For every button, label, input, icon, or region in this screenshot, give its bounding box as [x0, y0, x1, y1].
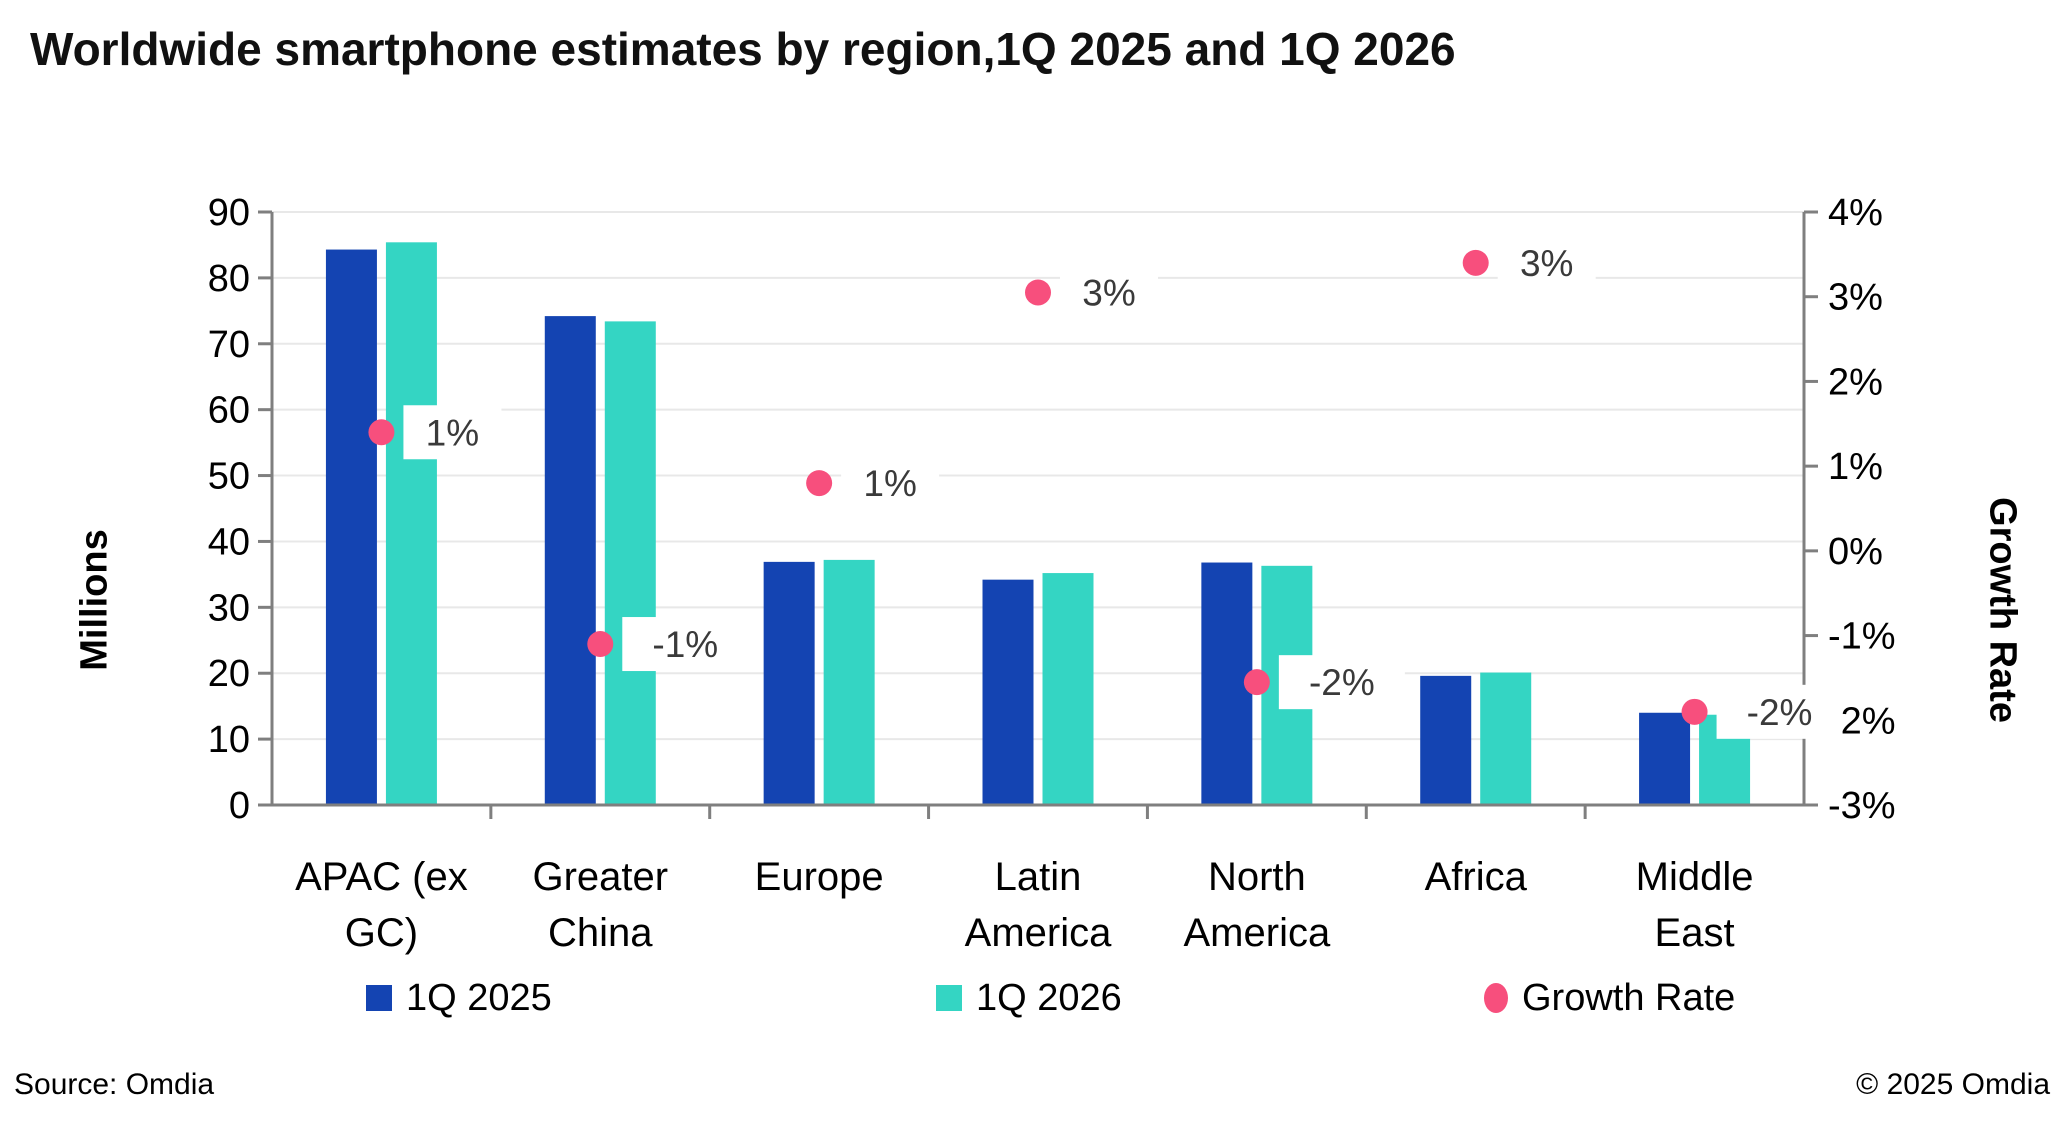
growth-label-box: [622, 617, 749, 672]
category-label-apac-ex-gc: APAC (ex: [295, 855, 468, 899]
left-axis-tick-label: 0: [229, 785, 250, 827]
bar-1q-2026-apac-ex-gc: [385, 242, 437, 805]
legend-item-1q2026: 1Q 2026: [936, 970, 1122, 1026]
bar-1q-2025-greater-china: [544, 316, 596, 805]
category-label-middle-east: Middle: [1636, 855, 1754, 899]
growth-label-latin-america: 3%: [1082, 272, 1135, 313]
growth-label-middle-east: -2%: [1747, 692, 1813, 733]
legend-label-growth-rate: Growth Rate: [1522, 977, 1736, 1019]
category-label-latin-america: America: [965, 911, 1112, 955]
growth-label-box: [1497, 235, 1596, 290]
bar-1q-2026-latin-america: [1042, 573, 1094, 805]
growth-label-africa: 3%: [1520, 243, 1573, 284]
growth-dot-greater-china: [587, 631, 614, 658]
left-axis-tick-label: 20: [208, 653, 250, 695]
legend-label-1q2026: 1Q 2026: [976, 977, 1122, 1019]
bar-1q-2025-north-america: [1201, 562, 1253, 805]
bar-1q-2025-latin-america: [982, 579, 1034, 805]
legend-item-growth-rate: Growth Rate: [1484, 970, 1735, 1026]
bar-1q-2025-middle-east: [1639, 712, 1691, 805]
left-axis-tick-label: 70: [208, 324, 250, 366]
left-axis-tick-label: 60: [208, 390, 250, 432]
growth-label-apac-ex-gc: 1%: [426, 412, 479, 453]
category-label-greater-china: China: [548, 911, 653, 955]
legend-swatch-1q2026: [936, 985, 962, 1011]
legend-item-1q2025: 1Q 2025: [366, 970, 552, 1026]
chart-title: Worldwide smartphone estimates by region…: [30, 23, 1456, 75]
growth-label-box: [1716, 684, 1843, 739]
category-label-north-america: North: [1208, 855, 1306, 899]
category-label-africa: Africa: [1425, 855, 1528, 899]
bar-1q-2025-apac-ex-gc: [325, 249, 377, 806]
growth-dot-apac-ex-gc: [368, 419, 395, 446]
right-axis-tick-label: 1%: [1828, 446, 1883, 488]
right-axis-tick-label: 0%: [1828, 531, 1883, 573]
category-label-middle-east: East: [1655, 911, 1735, 955]
right-axis-tick-label: 4%: [1828, 192, 1883, 234]
growth-dot-europe: [806, 470, 833, 497]
category-label-latin-america: Latin: [995, 855, 1082, 899]
growth-label-box: [403, 405, 502, 460]
bar-1q-2025-europe: [763, 561, 815, 805]
left-axis-tick-label: 30: [208, 587, 250, 629]
category-label-apac-ex-gc: GC): [345, 911, 418, 955]
bar-1q-2025-africa: [1420, 675, 1472, 805]
growth-label-box: [841, 456, 940, 511]
category-label-europe: Europe: [755, 855, 884, 899]
left-axis-tick-label: 80: [208, 258, 250, 300]
legend-label-1q2025: 1Q 2025: [406, 977, 552, 1019]
growth-label-box: [1278, 655, 1405, 710]
right-axis-tick-label: -3%: [1828, 785, 1896, 827]
growth-dot-latin-america: [1025, 279, 1051, 306]
copyright-note: © 2025 Omdia: [1856, 1068, 2050, 1101]
legend-growth-dot-icon: [1484, 983, 1508, 1013]
bar-1q-2026-africa: [1480, 672, 1532, 805]
left-axis-tick-label: 90: [208, 192, 250, 234]
growth-dot-africa: [1462, 249, 1489, 276]
growth-dot-north-america: [1243, 669, 1270, 696]
growth-label-europe: 1%: [863, 463, 916, 504]
growth-dot-middle-east: [1681, 698, 1708, 725]
bar-1q-2026-europe: [823, 559, 875, 805]
growth-label-box: [1060, 265, 1158, 320]
right-axis-tick-label: -1%: [1828, 616, 1896, 658]
growth-label-north-america: -2%: [1309, 662, 1375, 703]
left-axis-tick-label: 50: [208, 456, 250, 498]
category-label-greater-china: Greater: [532, 855, 668, 899]
bar-1q-2026-greater-china: [604, 321, 656, 805]
right-axis-tick-label: 2%: [1828, 361, 1883, 403]
source-note: Source: Omdia: [14, 1068, 215, 1101]
legend-swatch-1q2025: [366, 985, 392, 1011]
left-axis-tick-label: 10: [208, 719, 250, 761]
chart-legend: 1Q 2025 1Q 2026 Growth Rate: [0, 970, 2066, 1026]
growth-label-greater-china: -1%: [652, 624, 718, 665]
right-axis-tick-label: 3%: [1828, 277, 1883, 319]
left-axis-tick-label: 40: [208, 521, 250, 563]
category-label-north-america: America: [1184, 911, 1331, 955]
